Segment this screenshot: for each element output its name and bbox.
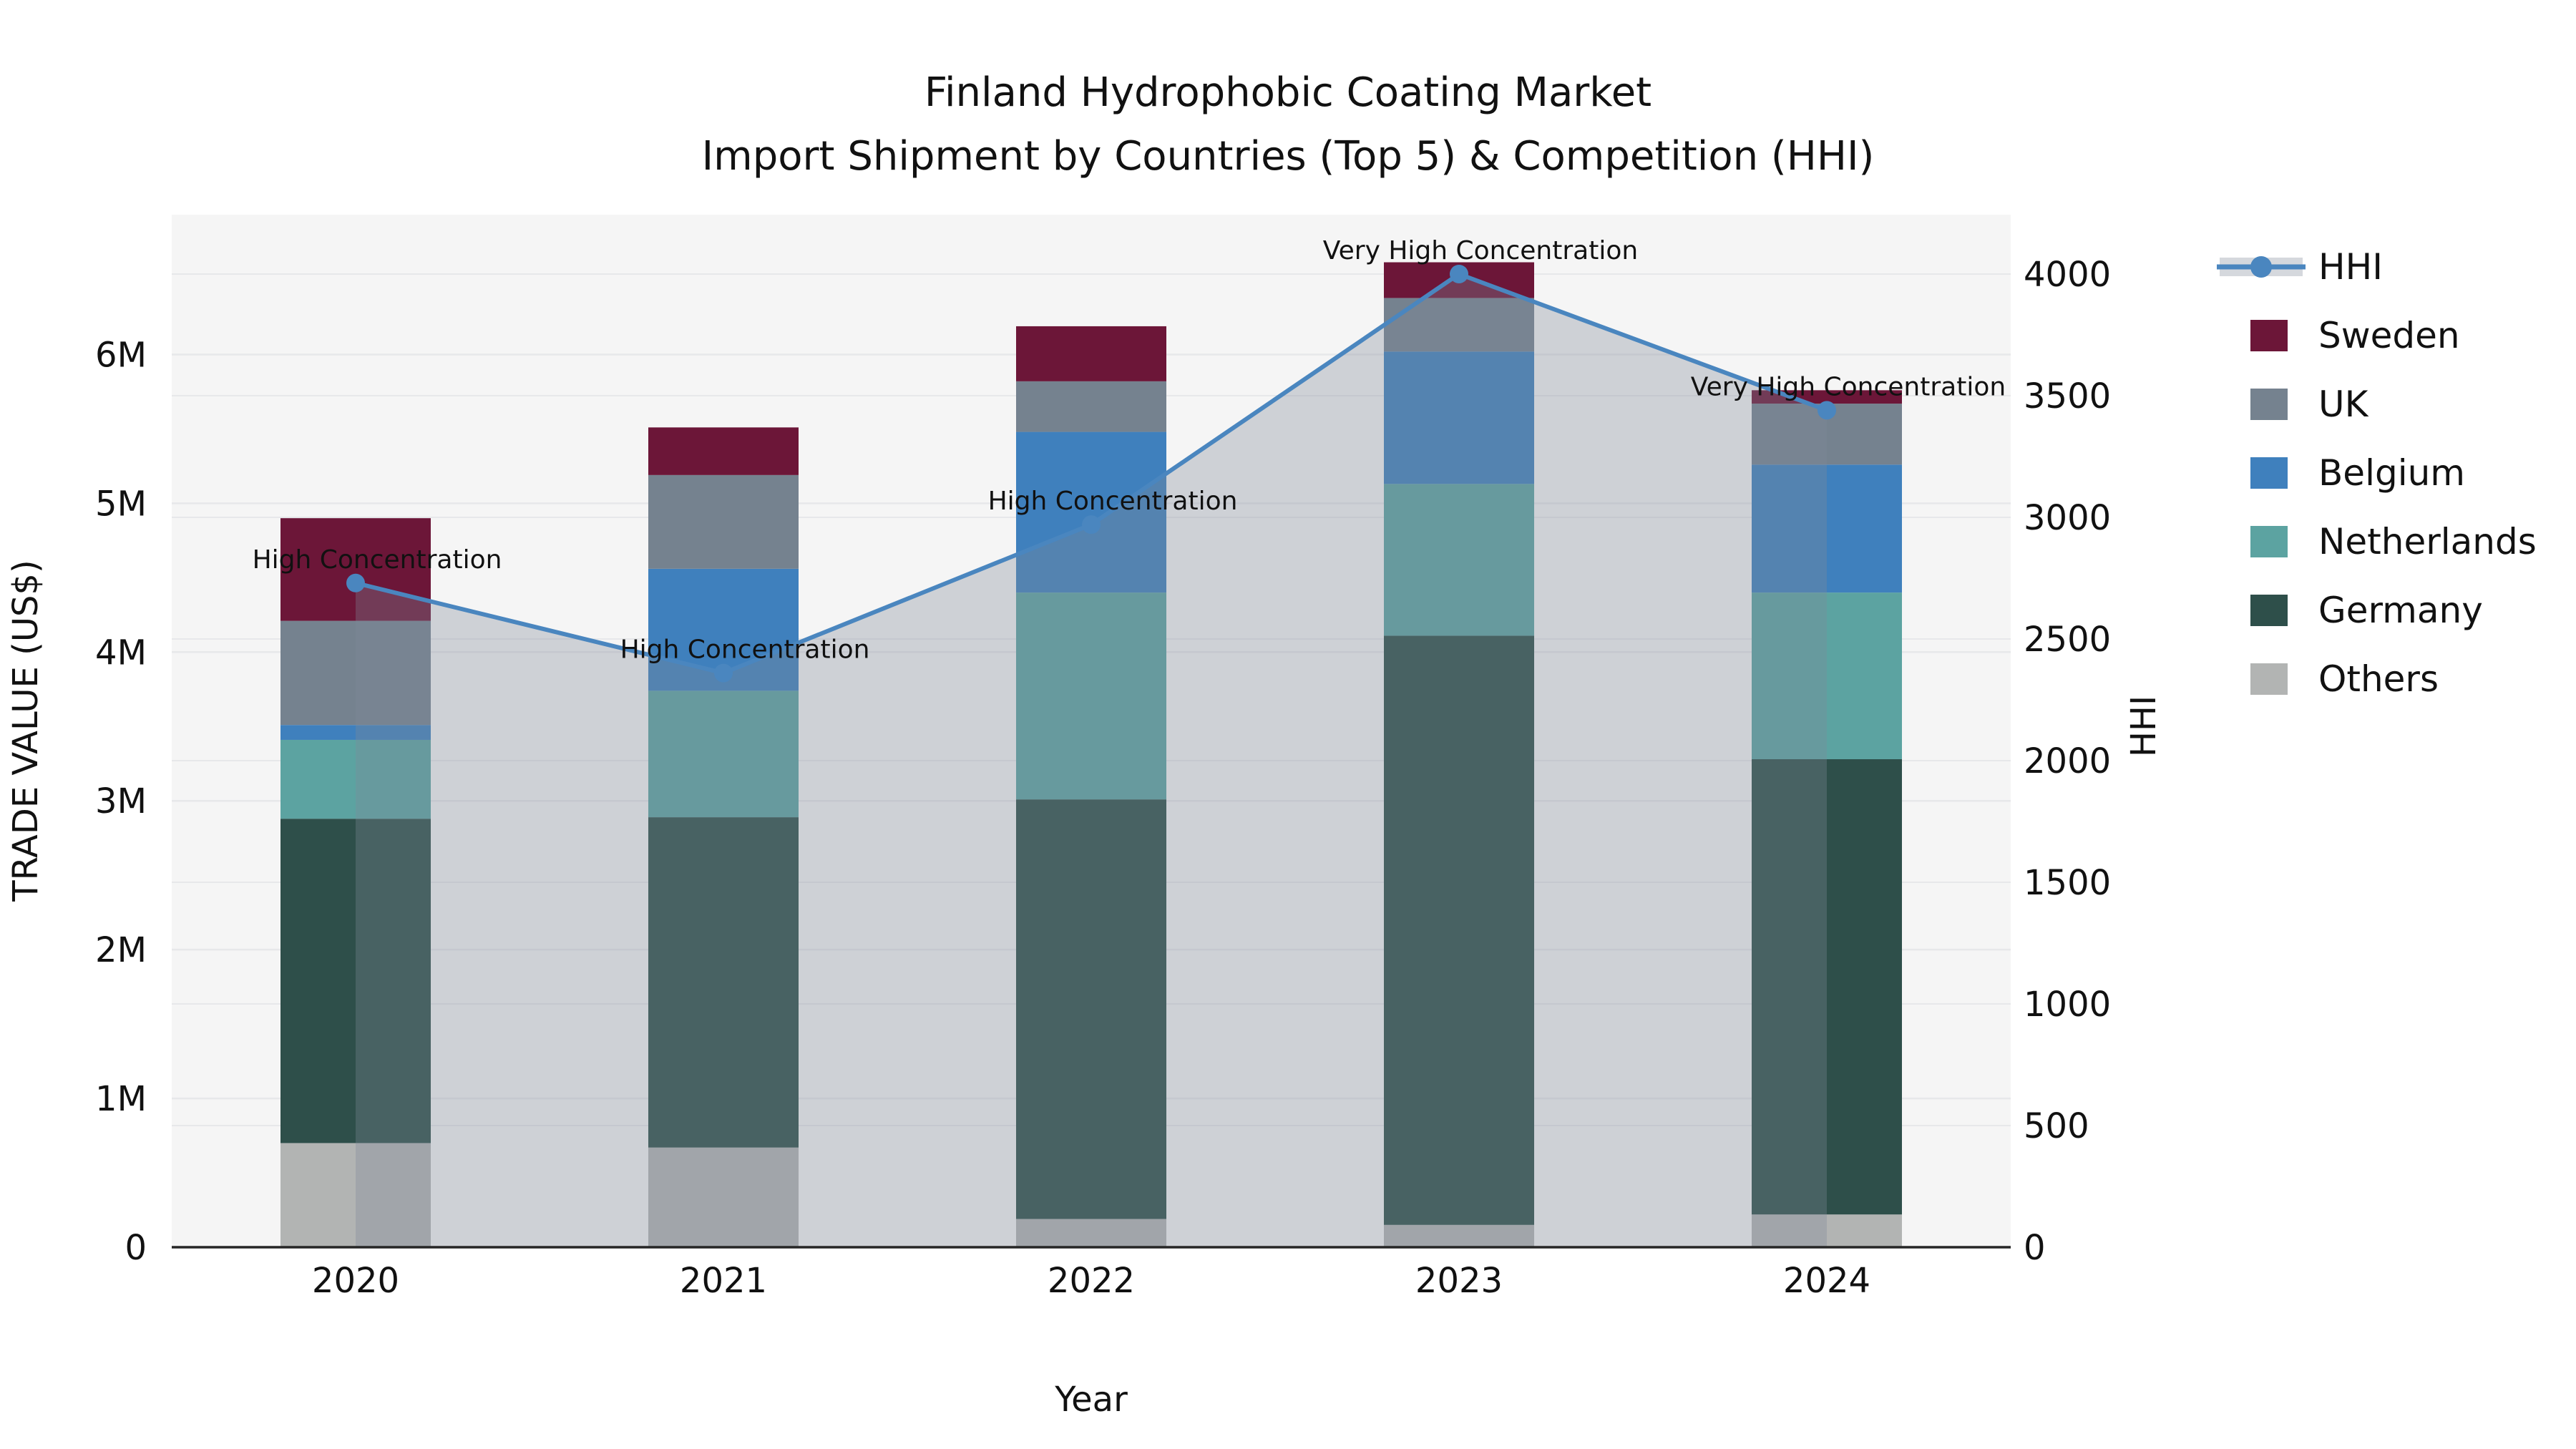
y-right-tick-label-1500: 1500 <box>2024 863 2111 903</box>
annotation-2023: Very High Concentration <box>1323 236 1638 265</box>
hhi-marker-2022 <box>1082 515 1101 535</box>
legend-swatch-others <box>2250 663 2288 695</box>
bar-segment-2022-uk <box>1016 381 1166 432</box>
bar-segment-2024-sweden <box>1752 390 1902 404</box>
y-right-tick-label-0: 0 <box>2024 1228 2046 1268</box>
bar-segment-2022-germany <box>1016 799 1166 1219</box>
y-right-tick-label-3000: 3000 <box>2024 498 2111 538</box>
x-tick-label-2020: 2020 <box>312 1261 399 1301</box>
x-tick-label-2023: 2023 <box>1415 1261 1503 1301</box>
bar-segment-2020-others <box>280 1143 431 1247</box>
legend-hhi-marker-icon <box>2250 256 2272 278</box>
y-right-tick-label-3500: 3500 <box>2024 376 2111 416</box>
legend-swatch-germany <box>2250 595 2288 626</box>
y-right-tick-label-4000: 4000 <box>2024 255 2111 295</box>
bar-segment-2022-others <box>1016 1219 1166 1247</box>
legend-label-hhi: HHI <box>2318 246 2383 288</box>
hhi-area-fill <box>356 273 1827 1248</box>
hhi-marker-2024 <box>1818 401 1836 420</box>
bar-segment-2020-belgium <box>280 725 431 740</box>
x-axis-label: Year <box>1054 1380 1128 1420</box>
y-left-tick-label-0: 0 <box>125 1228 147 1268</box>
y-left-tick-label-2M: 2M <box>95 930 147 970</box>
chart-title-line1: Finland Hydrophobic Coating Market <box>924 69 1652 116</box>
y-right-tick-label-2500: 2500 <box>2024 620 2111 660</box>
bar-segment-2020-uk <box>280 620 431 726</box>
legend-label-germany: Germany <box>2318 590 2483 631</box>
bar-segment-2023-germany <box>1384 635 1534 1225</box>
chart-title-line2: Import Shipment by Countries (Top 5) & C… <box>702 133 1875 180</box>
y-left-tick-label-3M: 3M <box>95 781 147 821</box>
legend: HHI Sweden UK Belgium Netherlands Germany Othe… <box>2217 246 2537 700</box>
legend-swatch-sweden <box>2250 320 2288 351</box>
legend-label-uk: UK <box>2318 384 2369 425</box>
legend-label-belgium: Belgium <box>2318 452 2465 494</box>
bar-segment-2024-netherlands <box>1752 592 1902 760</box>
plot-area-layer: High Concentration High Concentration High… <box>95 215 2111 1301</box>
bar-segment-2021-others <box>648 1147 799 1247</box>
hhi-marker-2020 <box>346 573 365 592</box>
annotation-2022: High Concentration <box>988 487 1238 516</box>
x-tick-label-2022: 2022 <box>1048 1261 1135 1301</box>
bar-segment-2021-germany <box>648 817 799 1148</box>
bar-segment-2020-sweden <box>280 518 431 621</box>
x-tick-label-2024: 2024 <box>1783 1261 1870 1301</box>
bar-segment-2024-belgium <box>1752 464 1902 593</box>
legend-swatch-uk <box>2250 389 2288 420</box>
x-tick-label-2021: 2021 <box>680 1261 767 1301</box>
bar-segment-2022-belgium <box>1016 431 1166 593</box>
y-left-tick-label-6M: 6M <box>95 335 147 375</box>
annotation-2024: Very High Concentration <box>1691 372 2006 401</box>
legend-swatch-netherlands <box>2250 526 2288 557</box>
bar-segment-2023-others <box>1384 1224 1534 1247</box>
y-right-tick-label-500: 500 <box>2024 1106 2089 1146</box>
annotation-2020: High Concentration <box>253 545 502 575</box>
y-right-tick-label-2000: 2000 <box>2024 741 2111 781</box>
y-left-tick-label-4M: 4M <box>95 633 147 673</box>
y-left-tick-label-1M: 1M <box>95 1079 147 1119</box>
legend-swatch-belgium <box>2250 457 2288 489</box>
hhi-marker-2021 <box>714 663 733 683</box>
bar-segment-2022-netherlands <box>1016 592 1166 800</box>
bar-segment-2024-others <box>1752 1214 1902 1247</box>
legend-label-others: Others <box>2318 658 2439 700</box>
y-right-tick-label-1000: 1000 <box>2024 985 2111 1025</box>
bar-segment-2020-germany <box>280 819 431 1143</box>
bar-segment-2023-netherlands <box>1384 484 1534 636</box>
legend-label-netherlands: Netherlands <box>2318 521 2537 562</box>
y-axis-label-left: TRADE VALUE (US$) <box>6 560 46 902</box>
y-left-tick-label-5M: 5M <box>95 484 147 524</box>
bar-segment-2021-sweden <box>648 427 799 475</box>
bar-segment-2023-belgium <box>1384 351 1534 484</box>
annotation-2021: High Concentration <box>620 635 870 665</box>
y-axis-label-right: HHI <box>2124 696 2164 757</box>
bar-segment-2021-netherlands <box>648 691 799 818</box>
bar-segment-2020-netherlands <box>280 739 431 819</box>
bar-segment-2021-uk <box>648 474 799 569</box>
hhi-marker-2023 <box>1450 264 1468 283</box>
legend-label-sweden: Sweden <box>2318 315 2460 356</box>
bar-segment-2022-sweden <box>1016 326 1166 381</box>
bar-segment-2024-germany <box>1752 759 1902 1215</box>
